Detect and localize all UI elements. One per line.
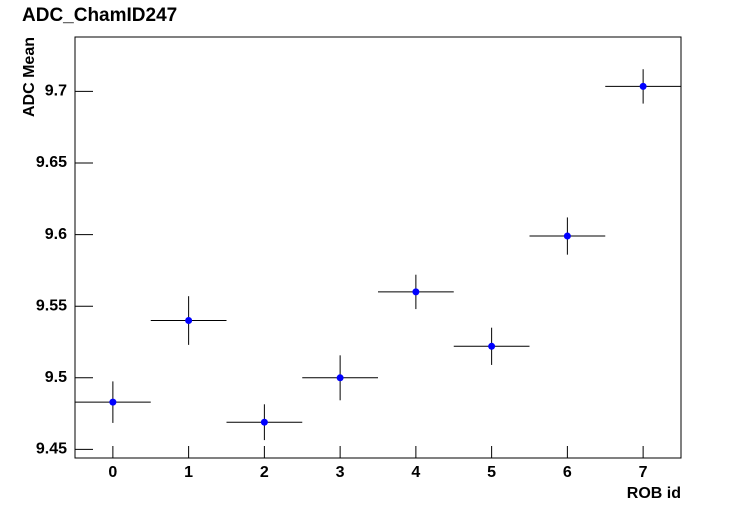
- x-tick-label: 0: [108, 464, 117, 481]
- y-axis-label: ADC Mean: [21, 37, 38, 117]
- x-tick-label: 2: [260, 464, 269, 481]
- data-point: [109, 398, 117, 406]
- data-point: [260, 418, 268, 426]
- x-tick-label: 3: [336, 464, 345, 481]
- data-point: [639, 82, 647, 90]
- data-point: [412, 288, 420, 296]
- x-tick-label: 5: [487, 464, 496, 481]
- x-tick-label: 1: [184, 464, 193, 481]
- y-tick-label: 9.7: [45, 83, 67, 100]
- y-tick-label: 9.55: [36, 297, 67, 314]
- data-point: [488, 342, 496, 350]
- y-tick-label: 9.6: [45, 226, 67, 243]
- data-point: [563, 232, 571, 240]
- y-tick-label: 9.5: [45, 369, 67, 386]
- y-tick-label: 9.45: [36, 441, 67, 458]
- x-tick-label: 4: [411, 464, 420, 481]
- chart-title: ADC_ChamID247: [22, 5, 177, 26]
- data-point: [185, 317, 193, 325]
- x-tick-label: 6: [563, 464, 572, 481]
- plot-frame: [74, 36, 682, 459]
- data-point: [336, 374, 344, 382]
- y-tick-label: 9.65: [36, 154, 67, 171]
- x-tick-label: 7: [639, 464, 648, 481]
- x-axis-label: ROB id: [627, 485, 681, 502]
